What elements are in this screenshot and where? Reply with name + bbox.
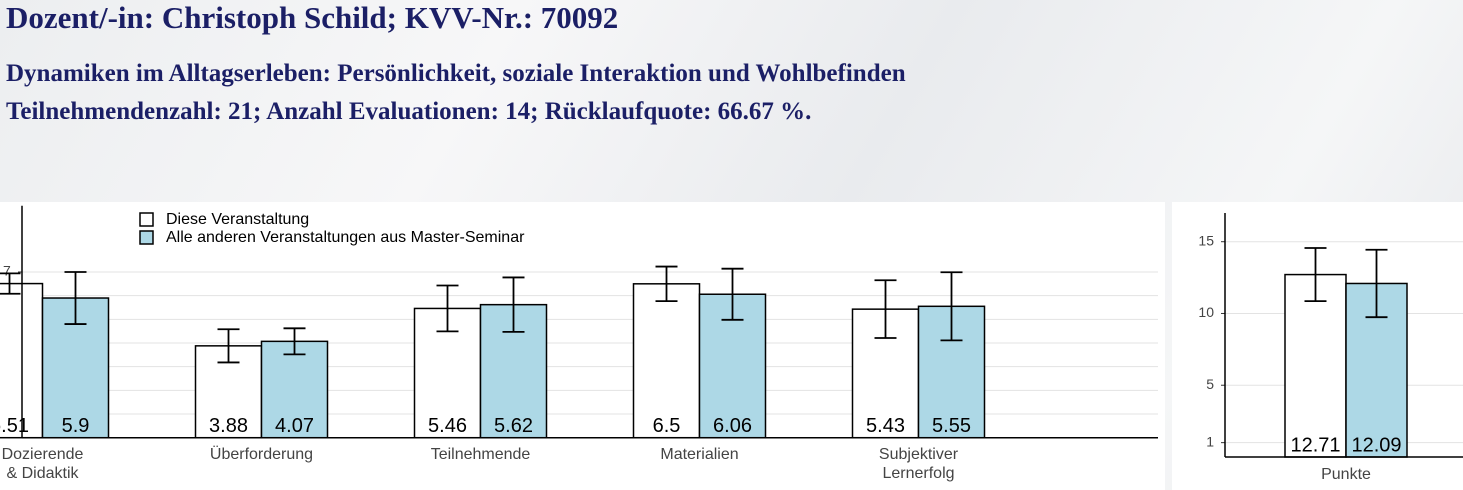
value-label: 5.46	[428, 415, 467, 437]
legend-swatch	[139, 230, 154, 245]
y-tick-label: 5	[1206, 376, 1214, 392]
x-tick-label: Punkte	[1321, 466, 1371, 483]
y-tick-label: 1	[1206, 433, 1214, 449]
y-tick-label: 7	[3, 263, 11, 279]
x-tick-label: Subjektiver	[879, 446, 959, 463]
value-label: 6.51	[0, 415, 29, 437]
legend-label: Alle anderen Veranstaltungen aus Master-…	[166, 229, 525, 246]
course-title: Dynamiken im Alltagserleben: Persönlichk…	[6, 60, 906, 87]
x-tick-label: Teilnehmende	[431, 446, 531, 463]
legend-swatch	[139, 212, 154, 227]
x-tick-label: Dozierende	[2, 446, 84, 463]
lecturer-title: Dozent/-in: Christoph Schild; KVV-Nr.: 7…	[6, 0, 619, 35]
error-bar	[64, 271, 87, 325]
value-label: 12.71	[1290, 434, 1340, 456]
error-bar	[655, 265, 678, 303]
value-label: 6.06	[713, 415, 752, 437]
error-bar	[1304, 247, 1327, 303]
value-label: 4.07	[275, 415, 314, 437]
value-label: 12.09	[1351, 434, 1401, 456]
error-bar	[217, 328, 240, 364]
bar	[260, 340, 329, 439]
y-tick-label: 10	[1198, 304, 1214, 320]
value-label: 5.9	[62, 415, 90, 437]
x-tick-label: Überforderung	[210, 445, 313, 463]
x-tick-label: Lernerfolg	[882, 465, 954, 482]
value-label: 5.55	[932, 415, 971, 437]
y-tick-label: 15	[1198, 232, 1214, 248]
error-bar	[283, 327, 306, 356]
value-label: 3.88	[209, 415, 248, 437]
error-bar	[0, 272, 21, 295]
error-bar	[1365, 248, 1388, 319]
course-stats: Teilnehmendenzahl: 21; Anzahl Evaluation…	[6, 98, 812, 125]
error-bar	[502, 276, 525, 333]
value-label: 5.43	[866, 415, 905, 437]
legend-label: Diese Veranstaltung	[166, 211, 309, 228]
x-tick-label: Materialien	[660, 446, 738, 463]
error-bar	[940, 271, 963, 342]
error-bar	[721, 267, 744, 321]
error-bar	[436, 284, 459, 333]
value-label: 6.5	[653, 415, 681, 437]
error-bar	[874, 279, 897, 339]
value-label: 5.62	[494, 415, 533, 437]
x-tick-label: & Didaktik	[6, 465, 79, 482]
